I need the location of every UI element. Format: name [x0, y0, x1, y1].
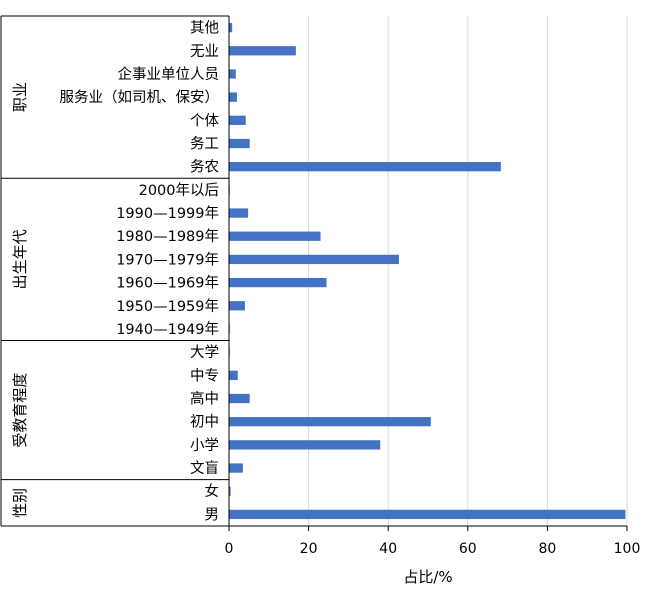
- x-axis-title: 占比/%: [403, 568, 452, 586]
- group-label-0: 职业: [11, 82, 29, 112]
- bar-1-5: [229, 301, 245, 311]
- bar-2-3: [229, 417, 431, 427]
- bar-1-4: [229, 277, 327, 288]
- bar-0-1: [229, 46, 296, 56]
- bar-2-4: [229, 440, 381, 450]
- category-label-1-2: 1980—1989年: [116, 228, 219, 245]
- category-label-0-3: 服务业（如司机、保安）: [60, 89, 220, 106]
- category-label-1-5: 1950—1959年: [116, 298, 219, 315]
- bar-3-0: [229, 486, 231, 496]
- category-label-1-3: 1970—1979年: [116, 251, 219, 268]
- category-label-0-2: 企事业单位人员: [118, 65, 220, 83]
- category-label-2-0: 大学: [190, 344, 219, 361]
- bar-0-5: [229, 138, 250, 149]
- category-label-1-6: 1940—1949年: [116, 321, 219, 338]
- category-label-0-5: 务工: [190, 136, 219, 153]
- bar-1-3: [229, 254, 399, 265]
- bar-0-4: [229, 115, 246, 125]
- x-tick-label-60: 60: [459, 541, 477, 557]
- x-tick-label-80: 80: [538, 541, 556, 557]
- category-label-3-1: 男: [205, 507, 220, 523]
- x-tick-label-0: 0: [225, 541, 234, 557]
- category-label-2-5: 文盲: [190, 460, 219, 477]
- category-label-0-1: 无业: [190, 43, 219, 60]
- category-label-0-4: 个体: [190, 112, 219, 129]
- x-tick-label-40: 40: [379, 541, 397, 557]
- bars: [229, 22, 626, 520]
- bar-2-5: [229, 463, 243, 473]
- axis-frame: [0, 15, 628, 531]
- category-label-0-0: 其他: [190, 20, 219, 37]
- group-label-3: 性别: [11, 488, 29, 518]
- x-tick-label-20: 20: [300, 541, 318, 557]
- bar-0-3: [229, 92, 237, 102]
- category-label-2-2: 高中: [190, 391, 219, 408]
- group-label-2: 受教育程度: [11, 373, 29, 448]
- bar-1-1: [229, 208, 249, 218]
- bar-0-0: [229, 22, 233, 33]
- bar-1-2: [229, 231, 321, 241]
- group-label-1: 出生年代: [11, 229, 29, 289]
- category-label-2-1: 中专: [190, 367, 219, 384]
- category-label-1-0: 2000年以后: [139, 182, 219, 199]
- category-label-2-3: 初中: [190, 414, 219, 431]
- bar-0-2: [229, 69, 236, 79]
- bar-2-2: [229, 393, 250, 404]
- category-label-0-6: 务农: [190, 159, 219, 176]
- x-tick-label-100: 100: [614, 541, 641, 557]
- bar-3-1: [229, 509, 626, 520]
- x-tick-labels: 0 20 40 60 80 100: [225, 541, 641, 557]
- category-label-3-0: 女: [205, 482, 220, 500]
- bar-0-6: [229, 162, 501, 172]
- category-label-2-4: 小学: [190, 437, 219, 454]
- bar-2-1: [229, 370, 238, 380]
- category-label-1-4: 1960—1969年: [116, 275, 219, 292]
- category-label-1-1: 1990—1999年: [116, 205, 219, 222]
